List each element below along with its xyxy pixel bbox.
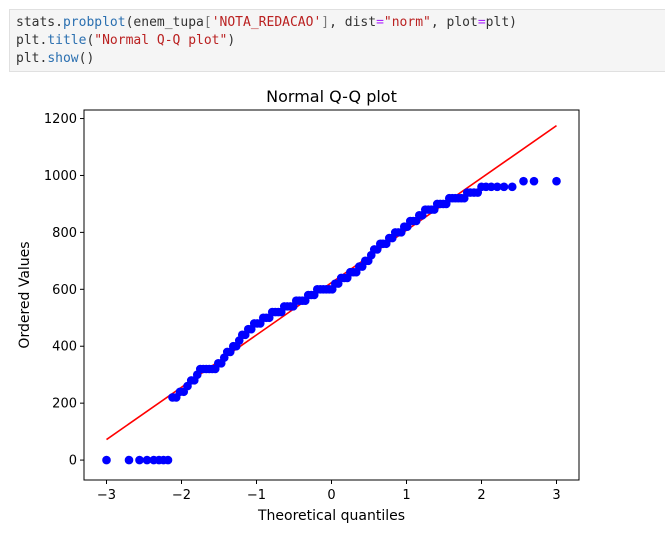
code-token-operator: = [376,15,384,30]
code-token: ] [321,15,330,30]
x-tick-label: −1 [247,488,266,503]
code-line-3: plt.show() [16,50,94,68]
data-point [135,455,144,465]
y-tick-label: 800 [52,226,77,241]
code-token: . [55,15,63,30]
x-tick-label: 0 [327,488,335,503]
y-axis-label: Ordered Values [17,241,33,348]
x-tick-label: 3 [552,488,560,503]
data-point [552,176,561,186]
data-point [163,455,173,465]
code-token: ( [86,33,95,48]
y-tick-label: 200 [52,397,77,412]
code-token-function: probplot [62,15,126,30]
data-point [507,182,517,192]
code-token-string: "Normal Q-Q plot" [94,33,228,48]
data-point [519,176,528,186]
data-point [492,182,502,192]
code-line-1: stats.probplot(enem_tupa['NOTA_REDACAO']… [16,14,517,32]
chart-title: Normal Q-Q plot [266,87,397,106]
x-tick-label: −2 [172,488,191,503]
code-token: , plot [430,15,478,30]
points-layer [102,176,561,465]
y-tick-label: 0 [69,454,77,469]
code-token: () [78,51,95,66]
code-token: stats [16,15,56,30]
plot-frame [83,109,580,481]
code-token: . [39,51,48,66]
x-axis-label: Theoretical quantiles [257,508,405,524]
code-token: . [39,33,48,48]
code-token: , dist [329,15,377,30]
data-point [142,455,152,465]
code-token-function: show [47,51,79,66]
code-token-string: "norm" [383,15,431,30]
y-tick-label: 1000 [44,169,77,184]
data-point [499,182,509,192]
x-tick-label: −3 [97,488,116,503]
x-tick-label: 2 [477,488,485,503]
y-tick-label: 1200 [44,112,77,127]
code-token: plt [16,51,40,66]
y-tick-label: 400 [52,340,77,355]
code-token-string: 'NOTA_REDACAO' [211,15,322,30]
code-line-2: plt.title("Normal Q-Q plot") [16,32,235,50]
code-token: (enem_tupa [125,15,204,30]
code-cell[interactable]: stats.probplot(enem_tupa['NOTA_REDACAO']… [9,9,665,72]
data-point [124,455,134,465]
data-point [102,455,111,465]
code-token: ) [227,33,236,48]
code-token: plt) [485,15,517,30]
y-axis-ticks: 0 200 400 600 800 1000 1200 [44,112,84,469]
data-point [529,176,539,186]
data-point [486,182,496,192]
y-tick-label: 600 [52,283,77,298]
code-token: [ [203,15,212,30]
code-token-function: title [47,33,87,48]
x-tick-label: 1 [402,488,410,503]
x-axis-ticks: −3 −2 −1 0 1 2 3 [97,480,561,503]
code-token: plt [16,33,40,48]
code-token-operator: = [477,15,486,30]
